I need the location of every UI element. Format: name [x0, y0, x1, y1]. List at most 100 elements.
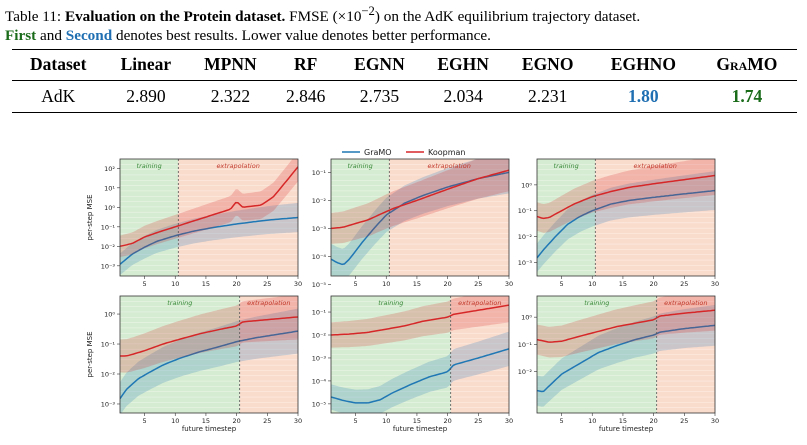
- mse-figure: GraMO Koopman training extrapolation 5 10 15…: [86, 148, 719, 433]
- caption-and: and: [40, 27, 62, 45]
- x-tick-label: 20: [649, 280, 657, 288]
- x-tick-label: 25: [474, 280, 482, 288]
- chart-panel-row1-col1: training extrapolation 5 10 15 20 25 30 10⁻³ 10⁻²…: [86, 158, 302, 288]
- header-gramo: GraMO: [696, 49, 797, 81]
- results-table: Dataset Linear MPNN RF EGNN EGHN EGNO EG…: [12, 49, 797, 113]
- caption-exponent: −2: [361, 4, 375, 18]
- cell-dataset: AdK: [12, 80, 105, 113]
- y-tick-label: 10⁻¹: [312, 309, 327, 317]
- x-tick-label: 30: [294, 417, 302, 425]
- x-tick-label: 15: [413, 280, 421, 288]
- cell-eghn: 2.034: [420, 80, 506, 113]
- series-group: [120, 296, 298, 413]
- x-tick-label: 10: [382, 417, 390, 425]
- cell-eghno-second-best: 1.80: [589, 80, 697, 113]
- extrapolation-label: extrapolation: [664, 299, 707, 307]
- x-tick-label: 15: [202, 280, 210, 288]
- x-tick-label: 25: [263, 280, 271, 288]
- y-tick-label: 10⁻¹: [101, 223, 116, 231]
- series-line-koopman: [331, 304, 509, 336]
- cell-egnn: 2.735: [337, 80, 421, 113]
- x-tick-label: 10: [171, 280, 179, 288]
- y-tick-label: 10⁻¹: [518, 207, 533, 215]
- x-tick-label: 5: [559, 280, 563, 288]
- x-tick-label: 30: [505, 280, 513, 288]
- series-group: [537, 296, 715, 407]
- x-tick-label: 10: [588, 280, 596, 288]
- chart-panels: training extrapolation 5 10 15 20 25 30 10⁻³ 10⁻²…: [86, 158, 719, 433]
- extrapolation-label: extrapolation: [247, 299, 290, 307]
- x-tick-label: 5: [559, 417, 563, 425]
- header-egnn: EGNN: [337, 49, 421, 81]
- cell-egno: 2.231: [505, 80, 590, 113]
- series-band-koopman: [537, 296, 715, 358]
- x-tick-label: 15: [413, 417, 421, 425]
- y-axis-label: per-step MSE: [86, 332, 94, 378]
- chart-panel-row1-col2: training extrapolation 5 10 15 20 25 30 10⁻⁵ 10⁻⁴…: [312, 158, 513, 289]
- x-tick-label: 20: [649, 417, 657, 425]
- series-line-gramo: [537, 189, 715, 259]
- figure-legend: GraMO Koopman: [342, 148, 465, 157]
- panel-frame: [330, 295, 510, 414]
- y-axis-label: per-step MSE: [86, 195, 94, 241]
- caption-title: Evaluation on the Protein dataset.: [64, 8, 286, 26]
- y-tick-label: 10⁻³: [312, 225, 327, 233]
- training-label: training: [554, 162, 579, 170]
- x-tick-label: 10: [588, 417, 596, 425]
- caption-first-label: First: [5, 27, 37, 45]
- y-tick-label: 10⁻⁴: [312, 377, 327, 385]
- series-line-koopman: [120, 316, 298, 357]
- x-tick-label: 15: [619, 280, 627, 288]
- series-line-gramo: [537, 324, 715, 393]
- series-band-gramo: [120, 308, 298, 413]
- x-tick-label: 10: [171, 417, 179, 425]
- x-axis-label: future timestep: [599, 425, 654, 433]
- y-tick-label: 10⁻⁵: [312, 281, 327, 289]
- cell-mpnn: 2.322: [187, 80, 274, 113]
- legend-gramo-label: GraMO: [364, 148, 392, 157]
- series-band-gramo: [331, 159, 509, 276]
- x-tick-label: 15: [619, 417, 627, 425]
- panel-frame: [330, 158, 510, 277]
- series-line-gramo: [120, 330, 298, 400]
- y-tick-label: 10⁻¹: [518, 341, 533, 349]
- x-tick-label: 5: [142, 417, 146, 425]
- header-eghno: EGHNO: [589, 49, 697, 81]
- y-tick-label: 10⁰: [521, 181, 532, 189]
- panel-frame: [536, 158, 716, 277]
- series-line-koopman: [537, 174, 715, 220]
- x-tick-label: 5: [353, 280, 357, 288]
- header-eghn: EGHN: [420, 49, 506, 81]
- x-tick-label: 30: [711, 280, 719, 288]
- training-label: training: [137, 162, 162, 170]
- y-tick-label: 10⁻¹: [312, 169, 327, 177]
- cell-linear: 2.890: [104, 80, 188, 113]
- cell-gramo-best: 1.74: [696, 80, 797, 113]
- x-tick-label: 25: [263, 417, 271, 425]
- y-tick-label: 10⁻⁵: [312, 400, 327, 408]
- x-tick-label: 5: [142, 280, 146, 288]
- x-tick-label: 25: [474, 417, 482, 425]
- y-tick-label: 10⁻²: [312, 332, 327, 340]
- grid-lines: [120, 301, 298, 408]
- caption-text-2: ) on the AdK equilibrium trajectory data…: [374, 8, 641, 26]
- legend-koopman-label: Koopman: [428, 148, 465, 157]
- header-linear: Linear: [104, 49, 188, 81]
- x-tick-label: 25: [680, 280, 688, 288]
- table-header-row: Dataset Linear MPNN RF EGNN EGHN EGNO EG…: [12, 49, 797, 81]
- y-tick-label: 10⁻³: [101, 262, 116, 270]
- header-dataset: Dataset: [12, 49, 105, 81]
- y-tick-label: 10⁻³: [518, 259, 533, 267]
- y-tick-label: 10⁻²: [518, 233, 533, 241]
- cell-rf: 2.846: [273, 80, 338, 113]
- series-line-koopman: [537, 309, 715, 343]
- caption-text-1: FMSE (×10: [289, 8, 362, 26]
- x-tick-label: 25: [680, 417, 688, 425]
- series-group: [331, 159, 509, 276]
- series-line-gramo: [120, 216, 298, 265]
- x-tick-label: 15: [202, 417, 210, 425]
- y-tick-label: 10⁰: [521, 314, 532, 322]
- extrapolation-label: extrapolation: [216, 162, 259, 170]
- series-band-gramo: [331, 331, 509, 413]
- panel-frame: [119, 158, 299, 277]
